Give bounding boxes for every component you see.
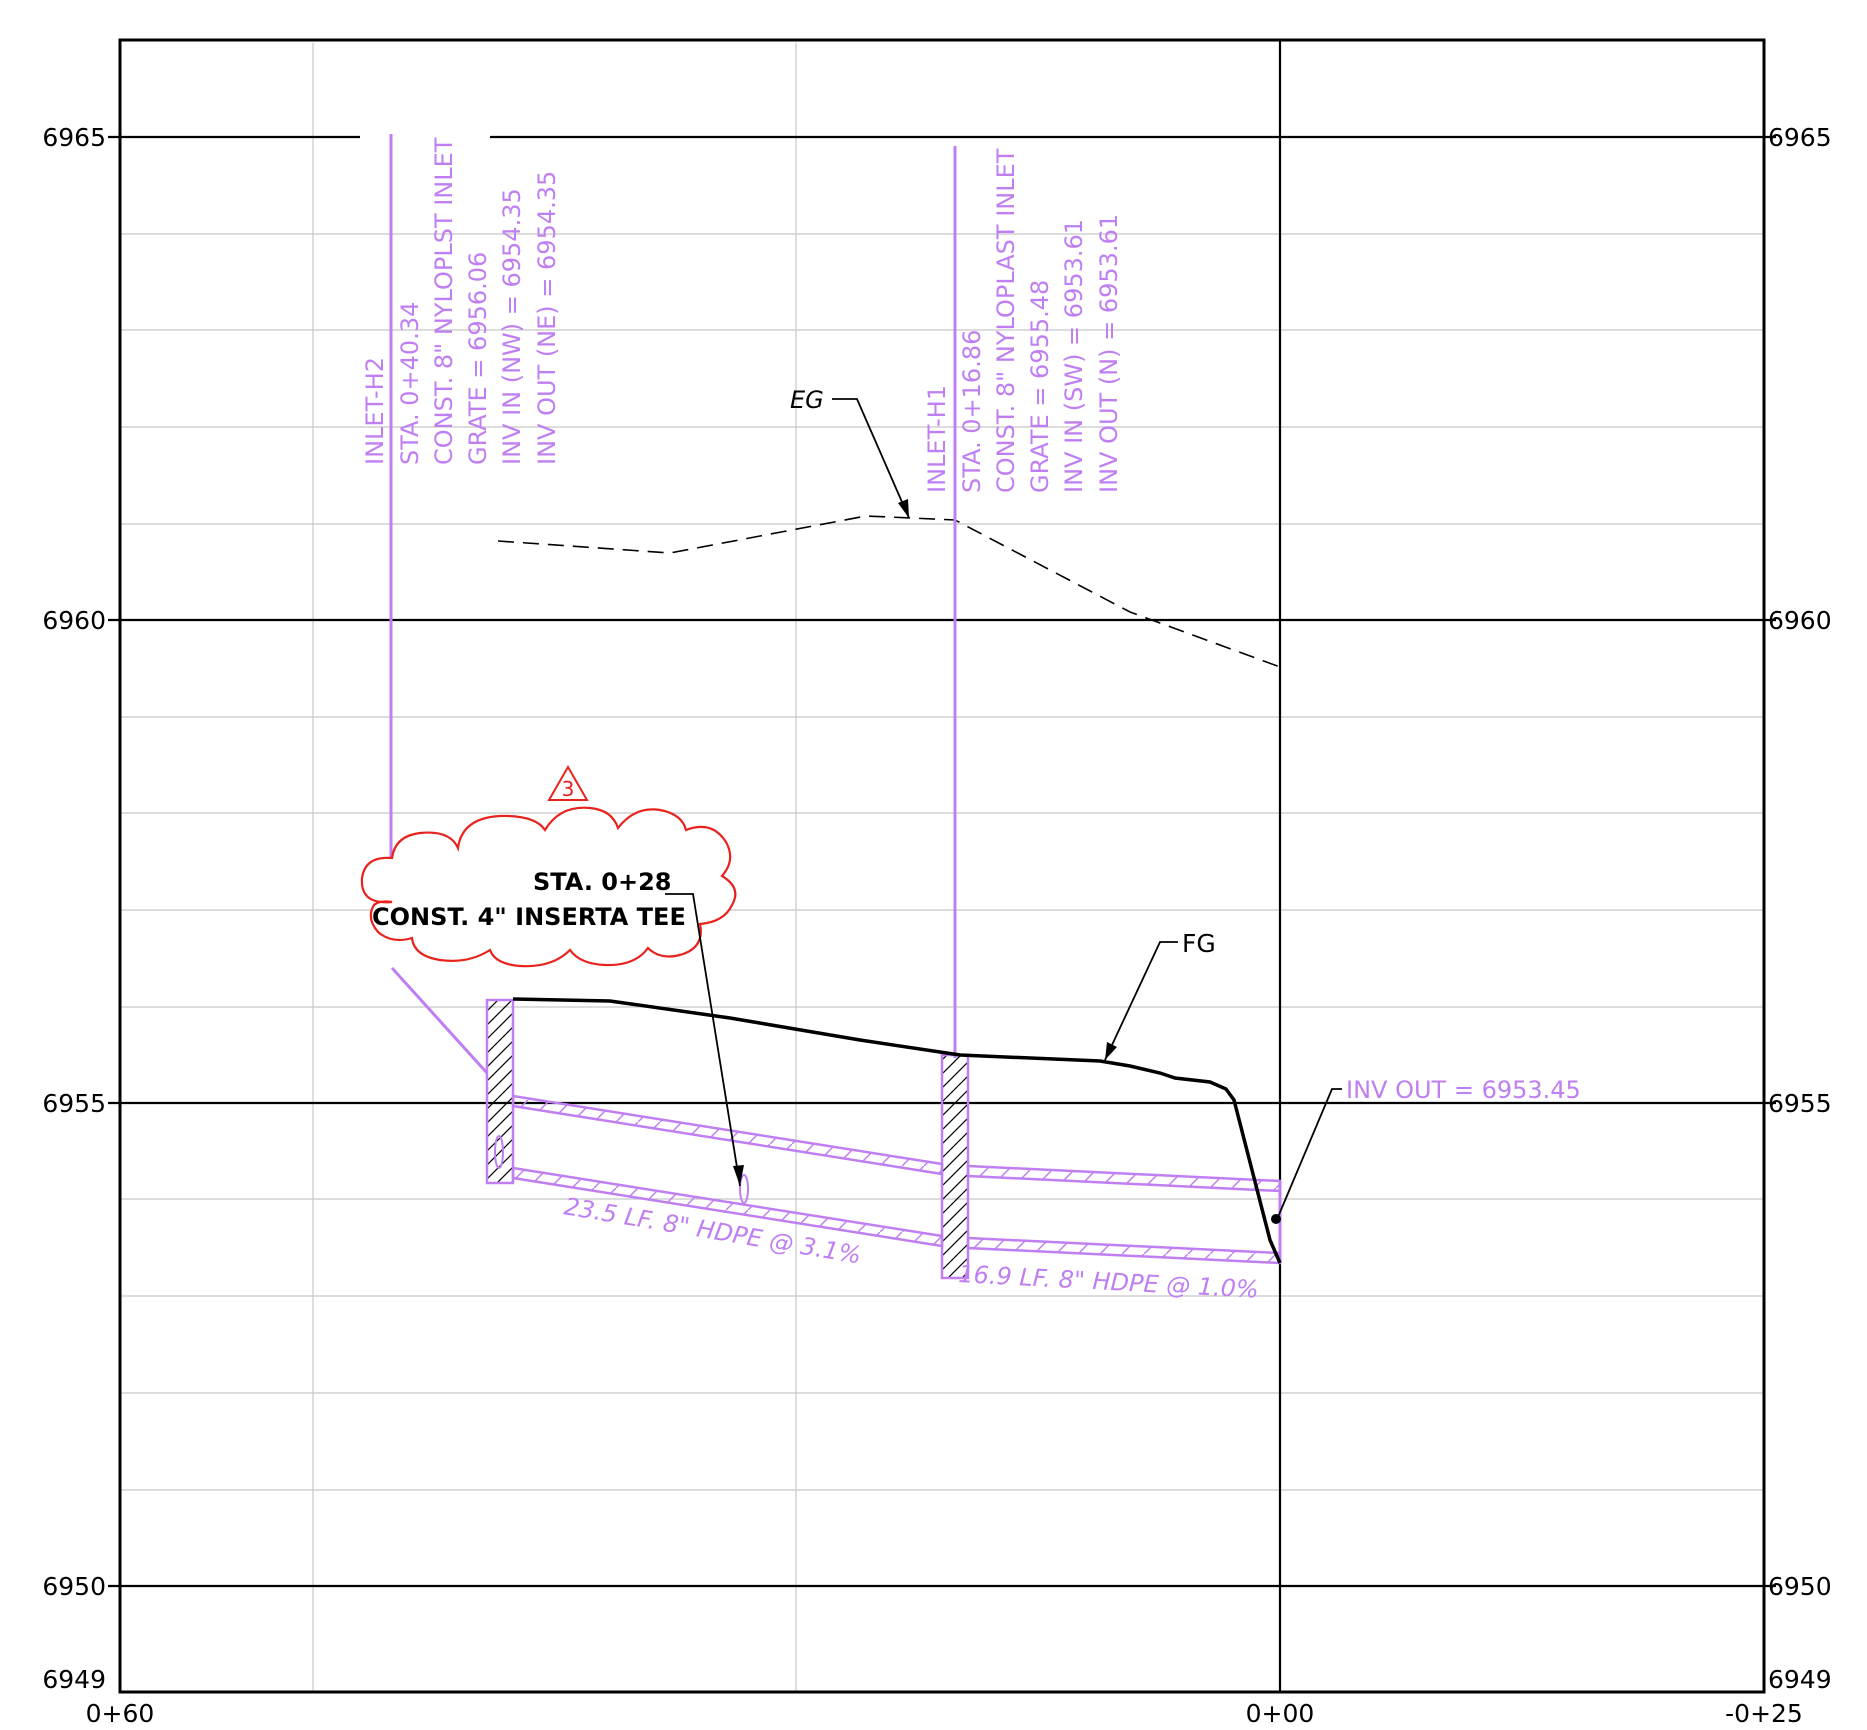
- inlet-h2-label: INLET-H2 STA. 0+40.34 CONST. 8" NYLOPLST…: [361, 137, 561, 465]
- station-labels: 0+60 0+00 -0+25: [86, 1699, 1803, 1728]
- inlet-h1-line-1: INLET-H1: [923, 385, 951, 493]
- station-label-0-00: 0+00: [1246, 1699, 1315, 1728]
- inv-out-callout: INV OUT = 6953.45: [1277, 1076, 1581, 1218]
- elev-label-6960-right: 6960: [1768, 606, 1832, 635]
- elev-label-6950-left: 6950: [42, 1572, 106, 1601]
- inlet-h2-line-2: STA. 0+40.34: [396, 302, 424, 465]
- elev-label-6955-left: 6955: [42, 1089, 106, 1118]
- existing-grade-line: [497, 515, 1281, 668]
- elev-label-6965-left: 6965: [42, 123, 106, 152]
- elev-label-6949-left: 6949: [42, 1665, 106, 1694]
- elev-label-6965-right: 6965: [1768, 123, 1832, 152]
- inlet-h2-structure: [485, 998, 515, 1185]
- inlet-h2-line-6: INV OUT (NE) = 6954.35: [533, 171, 561, 465]
- grid-minor: [120, 43, 1764, 1692]
- pipe-segment-1: [511, 1094, 944, 1248]
- pipe-segment-2: [966, 1164, 1282, 1265]
- station-label-neg-0-25: -0+25: [1725, 1699, 1803, 1728]
- inlet-h2-line-5: INV IN (NW) = 6954.35: [498, 188, 526, 465]
- inv-out-label: INV OUT = 6953.45: [1346, 1076, 1581, 1104]
- elev-label-6960-left: 6960: [42, 606, 106, 635]
- tee-line-2: CONST. 4" INSERTA TEE: [372, 903, 686, 931]
- station-label-0-60: 0+60: [86, 1699, 155, 1728]
- elev-label-6950-right: 6950: [1768, 1572, 1832, 1601]
- inlet-h1-line-4: GRATE = 6955.48: [1026, 280, 1054, 493]
- revision-number: 3: [562, 777, 575, 801]
- fg-callout: FG: [1104, 929, 1216, 1061]
- grid-major: [108, 38, 1776, 1694]
- right-elevation-labels: 6965 6960 6955 6950 6949: [1768, 123, 1832, 1694]
- inlet-h2-line-1: INLET-H2: [361, 357, 389, 465]
- inlet-h1-label: INLET-H1 STA. 0+16.86 CONST. 8" NYLOPLAS…: [923, 148, 1123, 493]
- pipe-2-text: 16.9 LF. 8" HDPE @ 1.0%: [958, 1260, 1260, 1304]
- inlet-h2-line-3: CONST. 8" NYLOPLST INLET: [430, 137, 458, 465]
- elev-label-6955-right: 6955: [1768, 1089, 1832, 1118]
- eg-label: EG: [790, 386, 824, 414]
- inlet-h1-line-3: CONST. 8" NYLOPLAST INLET: [992, 148, 1020, 493]
- pipe-2-label: 16.9 LF. 8" HDPE @ 1.0%: [955, 1260, 1259, 1304]
- elev-label-6949-right: 6949: [1768, 1665, 1832, 1694]
- finished-grade-line: [512, 997, 1282, 1264]
- left-elevation-labels: 6965 6960 6955 6950 6949: [42, 123, 106, 1694]
- tee-callout: STA. 0+28 CONST. 4" INSERTA TEE: [372, 868, 744, 1187]
- eg-callout: EG: [790, 386, 910, 519]
- revision-triangle: [547, 764, 589, 801]
- inlet-h2-line-4: GRATE = 6956.06: [464, 252, 492, 465]
- fg-label: FG: [1182, 929, 1216, 958]
- tee-line-1: STA. 0+28: [533, 868, 672, 896]
- inlet-h1-line-5: INV IN (SW) = 6953.61: [1060, 219, 1088, 493]
- inlet-h1-line-2: STA. 0+16.86: [958, 330, 986, 493]
- inlet-h1-line-6: INV OUT (N) = 6953.61: [1095, 214, 1123, 493]
- revision-cloud: 3: [360, 764, 737, 1075]
- inlet-h1-structure: [940, 1053, 970, 1280]
